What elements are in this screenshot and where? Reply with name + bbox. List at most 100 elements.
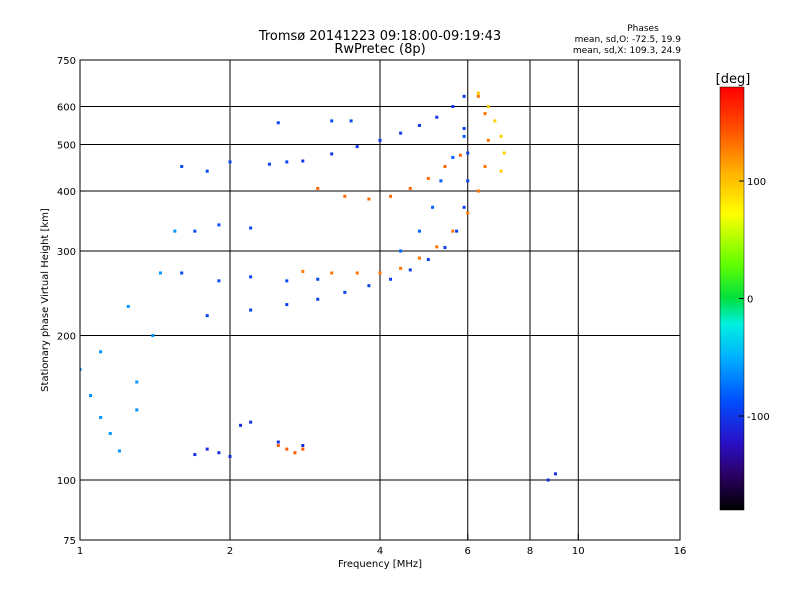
data-point [330,271,334,275]
data-point [476,91,480,95]
data-point [316,297,320,301]
y-tick-label: 750 [57,56,76,67]
chart-subtitle: RwPretec (8p) [334,42,425,57]
data-point [483,112,487,116]
data-point [367,197,371,201]
data-point [108,432,112,436]
data-point [408,268,412,272]
data-point [285,279,289,283]
data-point [431,205,435,209]
data-point [443,164,447,168]
data-point [276,121,280,125]
colorbar-ticks: 100 0 -100 [739,177,770,423]
data-point [316,277,320,281]
data-point [486,138,490,142]
data-point [349,119,353,123]
data-point [228,160,232,164]
data-point [316,186,320,190]
data-point [451,105,455,109]
x-tick-label: 10 [572,546,585,557]
y-tick-label: 600 [57,103,76,114]
data-point [249,308,253,312]
data-point [330,119,334,123]
data-point [205,169,209,173]
data-point [301,269,305,273]
data-point [466,211,470,215]
x-tick-label: 4 [377,546,383,557]
data-point [301,159,305,163]
data-point [466,151,470,155]
data-point [451,229,455,233]
data-point [499,169,503,173]
colorbar-label: [deg] [716,72,751,87]
data-point [285,303,289,307]
data-point [476,189,480,193]
data-point [455,229,459,233]
data-point [276,444,280,448]
data-point [546,478,550,482]
data-point [301,444,305,448]
y-tick-label: 75 [63,536,76,547]
data-point [378,138,382,142]
data-point [285,447,289,451]
data-point [466,179,470,183]
data-point [343,194,347,198]
data-point [173,229,177,233]
data-point [476,94,480,98]
data-point [417,229,421,233]
colorbar-tick-label: -100 [747,412,770,423]
data-point [135,380,139,384]
data-point [378,271,382,275]
data-point [502,151,506,155]
data-point [389,277,393,281]
data-point [426,258,430,262]
y-tick-label: 300 [57,247,76,258]
data-point [462,126,466,130]
data-point [249,226,253,230]
data-point [343,290,347,294]
gridlines [80,60,680,540]
data-point [99,415,103,419]
data-point [135,408,139,412]
data-point [462,134,466,138]
colorbar [719,86,745,511]
data-point [499,134,503,138]
data-point [193,229,197,233]
axis-ticks: 1 2 4 6 8 10 16 75 100 200 300 400 500 600 750 [57,56,686,557]
x-tick-label: 6 [465,546,471,557]
data-point [205,447,209,451]
x-tick-label: 16 [674,546,687,557]
data-point [330,152,334,156]
data-point [443,246,447,250]
data-points [80,91,557,482]
data-point [249,275,253,279]
y-tick-label: 400 [57,187,76,198]
data-point [89,394,93,398]
plot-frame [79,59,681,541]
y-tick-label: 100 [57,476,76,487]
data-point [117,449,121,453]
data-point [462,205,466,209]
data-point [399,131,403,135]
data-point [417,256,421,260]
data-point [217,279,221,283]
data-point [399,266,403,270]
data-point [276,440,280,444]
data-point [408,186,412,190]
colorbar-tick-label: 100 [747,177,766,188]
data-point [439,179,443,183]
data-point [217,451,221,455]
data-point [180,164,184,168]
data-point [126,304,130,308]
data-point [417,123,421,127]
data-point [462,94,466,98]
data-point [239,423,243,427]
data-point [435,115,439,119]
x-tick-label: 8 [527,546,533,557]
data-point [399,249,403,253]
data-point [493,119,497,123]
data-point [426,176,430,180]
phases-o-stats: mean, sd,O: -72.5, 19.9 [575,35,682,45]
y-tick-label: 200 [57,332,76,343]
data-point [355,145,359,149]
